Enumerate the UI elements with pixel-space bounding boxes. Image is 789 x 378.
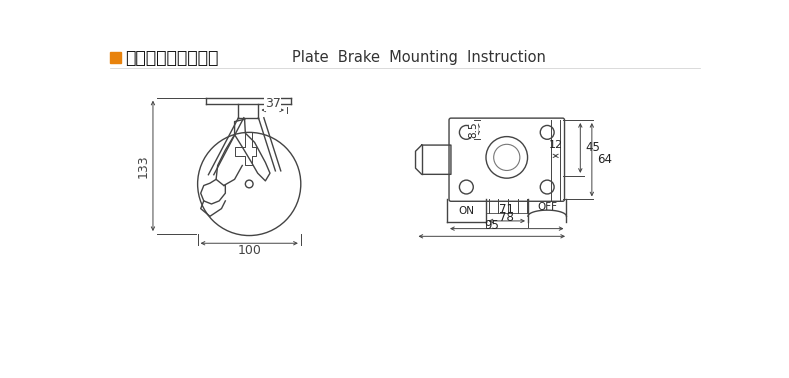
Text: 45: 45 xyxy=(585,141,600,155)
Text: 8.5: 8.5 xyxy=(468,121,478,138)
Bar xyxy=(110,52,121,63)
Text: ON: ON xyxy=(458,206,474,216)
Text: 78: 78 xyxy=(499,211,514,224)
Text: OFF: OFF xyxy=(537,202,557,212)
Text: Plate  Brake  Mounting  Instruction: Plate Brake Mounting Instruction xyxy=(292,50,545,65)
Text: 100: 100 xyxy=(237,245,261,257)
Text: 12: 12 xyxy=(548,140,563,150)
Text: 95: 95 xyxy=(484,219,499,232)
Text: 71: 71 xyxy=(499,203,514,216)
Text: 64: 64 xyxy=(597,153,612,166)
Text: 37: 37 xyxy=(265,98,281,110)
Text: 平顶刹车安装尺寸图: 平顶刹车安装尺寸图 xyxy=(125,49,219,67)
Text: 133: 133 xyxy=(136,154,149,178)
